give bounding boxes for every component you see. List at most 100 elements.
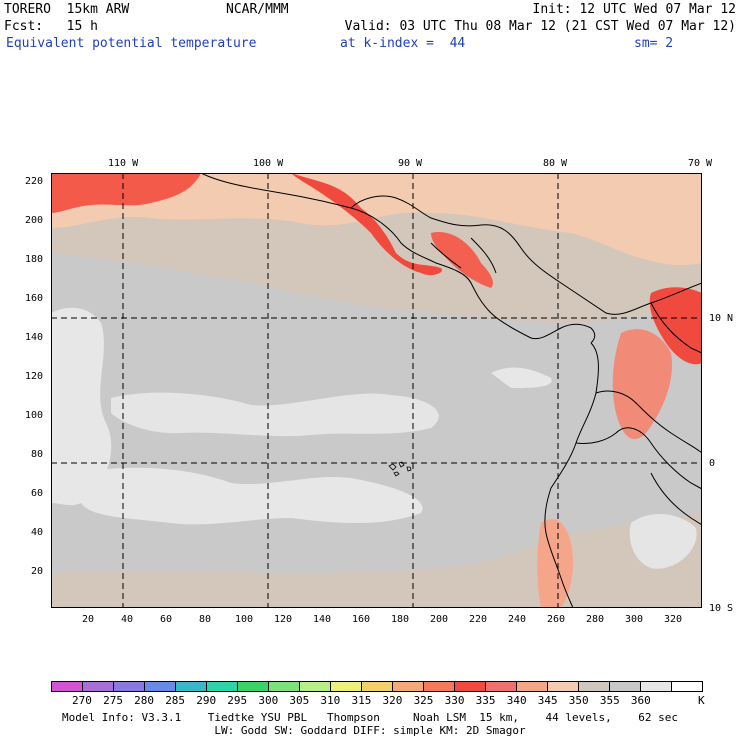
map-frame [51, 173, 702, 608]
level-label: at k-index = 44 [340, 36, 466, 51]
hot-spot-northwest [51, 173, 201, 213]
northern-peach-band [51, 173, 702, 266]
grid-y-tick: 180 [25, 254, 44, 265]
grid-y-tick: 220 [25, 176, 44, 187]
grid-y-tick: 140 [25, 332, 44, 343]
grid-y-tick: 120 [25, 371, 44, 382]
grid-x-tick: 40 [121, 614, 134, 625]
coastline-mexico-central-america [200, 173, 596, 344]
colorbar-label: 345 [537, 694, 558, 707]
light-region-andes [629, 513, 697, 569]
physics-info-line: LW: Godd SW: Goddard DIFF: simple KM: 2D… [214, 724, 526, 737]
border-central-america-1 [430, 242, 462, 269]
lat-label-10n: 10 N [709, 313, 734, 324]
colorbar [51, 681, 703, 692]
colorbar-swatch [206, 682, 237, 691]
colorbar-swatch [175, 682, 206, 691]
colorbar-label: 360 [630, 694, 651, 707]
colorbar-swatch [330, 682, 361, 691]
colorbar-label: 280 [134, 694, 155, 707]
colorbar-swatch [144, 682, 175, 691]
colorbar-swatch [485, 682, 516, 691]
colorbar-swatch [237, 682, 268, 691]
lon-label-70w: 70 W [688, 158, 713, 169]
grid-y-tick: 100 [25, 410, 44, 421]
colorbar-label: 290 [196, 694, 217, 707]
colorbar-label: 350 [568, 694, 589, 707]
grid-x-tick: 120 [274, 614, 293, 625]
colorbar-label: 325 [413, 694, 434, 707]
colorbar-swatch [392, 682, 423, 691]
grid-x-tick: 200 [430, 614, 449, 625]
lon-label-90w: 90 W [398, 158, 423, 169]
hot-spot-colombia [612, 329, 672, 440]
colorbar-label: 320 [382, 694, 403, 707]
colorbar-label: 305 [289, 694, 310, 707]
lon-label-80w: 80 W [543, 158, 568, 169]
colorbar-swatch [640, 682, 671, 691]
border-venezuela [650, 302, 702, 354]
init-time: Init: 12 UTC Wed 07 Mar 12 [532, 2, 737, 17]
colorbar-swatch [113, 682, 144, 691]
grid-x-tick: 160 [352, 614, 371, 625]
smoothing-label: sm= 2 [634, 36, 674, 51]
light-region-east [491, 367, 552, 388]
border-colombia-ecuador [595, 390, 702, 454]
border-ecuador-peru [575, 427, 702, 490]
light-region-south [81, 467, 423, 525]
colorbar-swatch [454, 682, 485, 691]
hot-spot-caribbean [649, 287, 702, 365]
colorbar-swatch [361, 682, 392, 691]
valid-time: Valid: 03 UTC Thu 08 Mar 12 (21 CST Wed … [344, 19, 736, 34]
colorbar-swatch [268, 682, 299, 691]
grid-x-tick: 140 [313, 614, 332, 625]
colorbar-label: 300 [258, 694, 279, 707]
colorbar-label: 315 [351, 694, 372, 707]
grid-y-tick: 80 [31, 449, 44, 460]
lon-label-110w: 110 W [108, 158, 139, 169]
colorbar-label: 310 [320, 694, 341, 707]
border-peru-brazil [650, 472, 702, 526]
grid-y-tick: 160 [25, 293, 44, 304]
hot-spot-mexico-coast [291, 173, 442, 276]
border-central-america-2 [470, 237, 497, 274]
colorbar-swatch [52, 682, 82, 691]
lat-label-equator: 0 [709, 458, 716, 469]
lat-label-10s: 10 S [709, 603, 734, 614]
colorbar-swatch [82, 682, 113, 691]
grid-y-tick: 60 [31, 488, 44, 499]
colorbar-label: 275 [103, 694, 123, 707]
colorbar-label: 270 [72, 694, 92, 707]
grid-x-tick: 280 [586, 614, 605, 625]
light-region-west [51, 307, 112, 506]
lon-label-100w: 100 W [253, 158, 284, 169]
theta-e-map [51, 173, 702, 608]
galapagos-islands [388, 461, 412, 477]
grid-x-tick: 240 [508, 614, 527, 625]
grid-x-tick: 20 [82, 614, 95, 625]
light-region-central [111, 392, 439, 437]
colorbar-swatch [423, 682, 454, 691]
grid-y-tick: 20 [31, 566, 44, 577]
colorbar-swatch [516, 682, 547, 691]
forecast-hour: Fcst: 15 h [4, 19, 98, 34]
colorbar-swatch [671, 682, 702, 691]
colorbar-swatch [578, 682, 609, 691]
colorbar-label: 285 [165, 694, 186, 707]
field-name: Equivalent potential temperature [6, 36, 257, 51]
colorbar-label: 355 [599, 694, 620, 707]
organization-label: NCAR/MMM [226, 2, 289, 17]
model-info-line: Model Info: V3.3.1 Tiedtke YSU PBL Thomp… [62, 711, 678, 724]
grid-x-tick: 300 [625, 614, 644, 625]
model-title: TORERO 15km ARW [4, 2, 130, 17]
grid-x-tick: 220 [469, 614, 488, 625]
grid-y-tick: 200 [25, 215, 44, 226]
grid-x-tick: 180 [391, 614, 410, 625]
coastline-caribbean [350, 195, 702, 315]
colorbar-label: 340 [506, 694, 527, 707]
grid-x-tick: 320 [664, 614, 683, 625]
grid-y-tick: 40 [31, 527, 44, 538]
colorbar-swatch [547, 682, 578, 691]
colorbar-label: 330 [444, 694, 465, 707]
colorbar-swatch [299, 682, 330, 691]
